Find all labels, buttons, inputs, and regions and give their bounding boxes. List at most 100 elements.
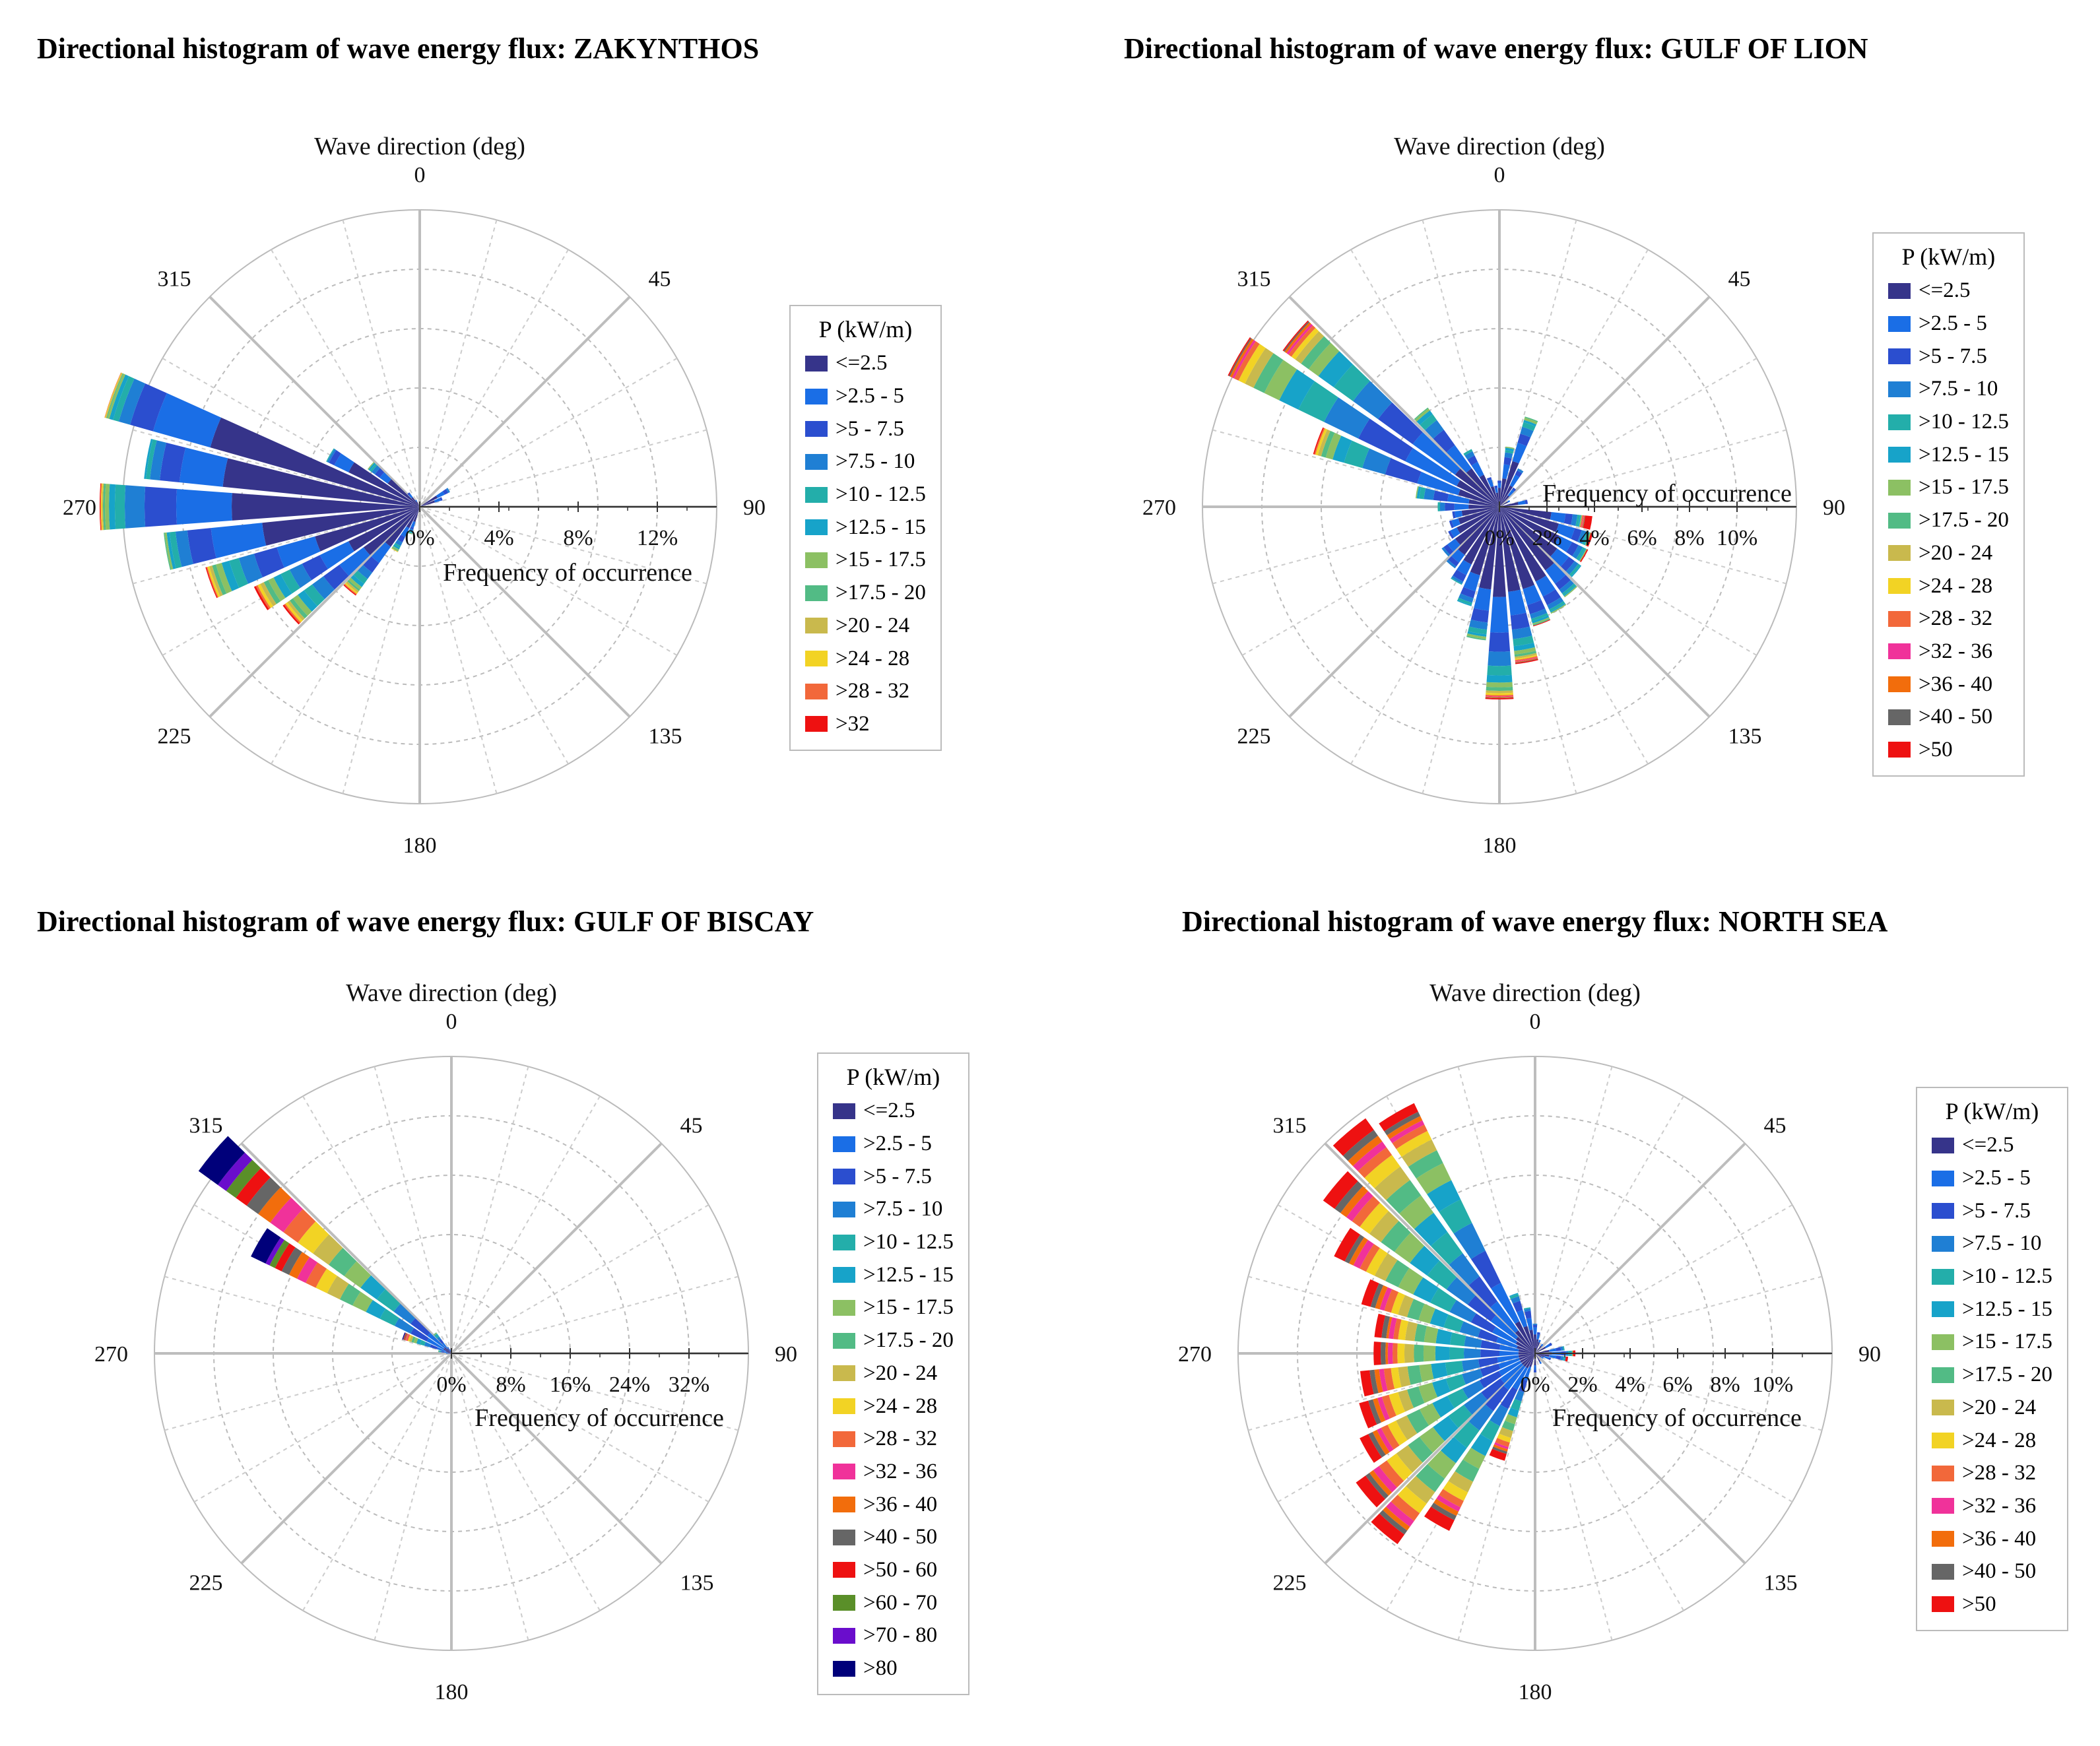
wedge-segment	[298, 590, 318, 612]
wedge-segment	[312, 576, 335, 600]
wedge-segment	[1419, 1427, 1445, 1453]
chart-title: Directional histogram of wave energy flu…	[37, 905, 814, 938]
legend-item: >36 - 40	[1888, 668, 2009, 701]
legend-swatch	[805, 716, 828, 732]
wedge-segment	[1535, 1342, 1540, 1353]
legend-label: >36 - 40	[1919, 672, 1993, 696]
wedge-segment	[1378, 402, 1423, 445]
legend-swatch	[833, 1660, 855, 1677]
grid-spoke-minor	[133, 429, 420, 507]
legend-label: >15 - 17.5	[1962, 1330, 2052, 1354]
wedge-segment	[1548, 1348, 1557, 1352]
wedge-segment	[387, 479, 420, 507]
wedge-segment	[298, 1221, 329, 1254]
wedge-segment	[1499, 495, 1510, 507]
legend-item: >7.5 - 10	[1932, 1227, 2052, 1260]
wedge-segment	[1498, 1357, 1520, 1369]
wedge-segment	[306, 1262, 327, 1288]
wedge-segment	[1532, 618, 1550, 626]
wedge-segment	[1540, 1343, 1544, 1347]
wedge-segment	[1517, 500, 1526, 505]
wedge-segment	[1462, 1447, 1486, 1469]
grid-spoke-minor	[419, 506, 498, 794]
legend-item: >7.5 - 10	[1888, 373, 2009, 406]
legend-label: >10 - 12.5	[863, 1230, 954, 1254]
grid-spoke-minor	[419, 249, 569, 507]
wedge-segment	[1499, 461, 1519, 507]
wedge-segment	[1539, 1361, 1542, 1365]
wedge-segment	[1485, 697, 1514, 699]
legend-label: >5 - 7.5	[1919, 344, 1987, 368]
wedge-segment	[1417, 471, 1460, 496]
wedge-segment	[1228, 337, 1251, 376]
grid-spoke-minor	[451, 1353, 738, 1431]
direction-label: 0	[446, 1010, 457, 1034]
wedge-segment	[1365, 1473, 1389, 1499]
grid-spoke-minor	[1457, 1353, 1536, 1640]
wedge-segment	[1405, 1321, 1418, 1342]
wedge-segment	[1385, 1342, 1389, 1365]
legend-item: >50	[1932, 1588, 2052, 1621]
wedge-segment	[402, 1332, 406, 1340]
grid-spoke-minor	[1499, 249, 1649, 507]
wedge-segment	[1379, 1103, 1418, 1132]
wedge-segment	[1387, 1116, 1423, 1140]
wedge-segment	[420, 500, 436, 507]
wedge-segment	[106, 373, 124, 418]
wedge-segment	[1488, 651, 1511, 666]
wedge-segment	[1550, 548, 1569, 567]
wedge-segment	[1457, 597, 1472, 605]
wedge-segment	[1420, 414, 1437, 430]
wedge-segment	[1315, 428, 1327, 456]
wedge-segment	[1514, 651, 1537, 657]
wedge-segment	[1480, 1420, 1500, 1441]
legend-item: >10 - 12.5	[1932, 1260, 2052, 1293]
wedge-segment	[1393, 1343, 1398, 1364]
wedge-segment	[289, 598, 308, 619]
wedge-segment	[1571, 565, 1582, 577]
wedge-segment	[413, 507, 420, 523]
wedge-segment	[1375, 1285, 1388, 1310]
wedge-segment	[1455, 507, 1499, 545]
grid-spoke-major	[1498, 296, 1711, 508]
grid-spoke-minor	[374, 1353, 452, 1640]
legend-item: >40 - 50	[1932, 1555, 2052, 1588]
wedge-segment	[1464, 1336, 1482, 1348]
legend-swatch	[1932, 1170, 1954, 1186]
wedge-segment	[408, 533, 412, 534]
wedge-segment	[1463, 449, 1473, 456]
wedge-segment	[1457, 600, 1472, 606]
wedge-segment	[1404, 1343, 1414, 1363]
grid-spoke-minor	[1534, 1095, 1684, 1354]
wedge-segment	[1533, 1370, 1537, 1373]
radial-tick-label: 0%	[405, 526, 434, 550]
legend-item: >20 - 24	[805, 610, 926, 643]
wedge-segment	[1396, 1130, 1432, 1157]
wedge-segment	[1424, 1326, 1439, 1343]
wedge-segment	[1517, 434, 1531, 447]
wedge-segment	[329, 450, 341, 466]
wedge-segment	[449, 1353, 450, 1354]
wedge-segment	[394, 1318, 414, 1334]
wedge-segment	[1519, 1353, 1535, 1361]
legend-swatch	[805, 585, 828, 601]
legend-item: >80	[833, 1652, 954, 1685]
wedge-segment	[1478, 1329, 1499, 1343]
direction-label: 180	[1483, 833, 1517, 858]
wedge-segment	[434, 1333, 438, 1336]
wedge-segment	[434, 1333, 438, 1337]
wedge-segment	[1448, 1404, 1472, 1428]
wedge-segment	[323, 564, 349, 590]
wedge-segment	[1529, 1353, 1535, 1367]
wedge-segment	[1486, 477, 1492, 481]
wedge-segment	[1391, 1495, 1420, 1521]
grid-spoke-major	[240, 1352, 453, 1565]
wedge-segment	[1405, 448, 1460, 486]
wedge-segment	[1470, 1313, 1496, 1333]
radial-tick-label: 4%	[1615, 1373, 1645, 1397]
wedge-segment	[105, 373, 123, 418]
legend-label: >28 - 32	[836, 679, 910, 703]
legend-label: >36 - 40	[863, 1492, 938, 1516]
grid-spoke-minor	[342, 220, 420, 507]
wedge-segment	[1455, 510, 1463, 518]
